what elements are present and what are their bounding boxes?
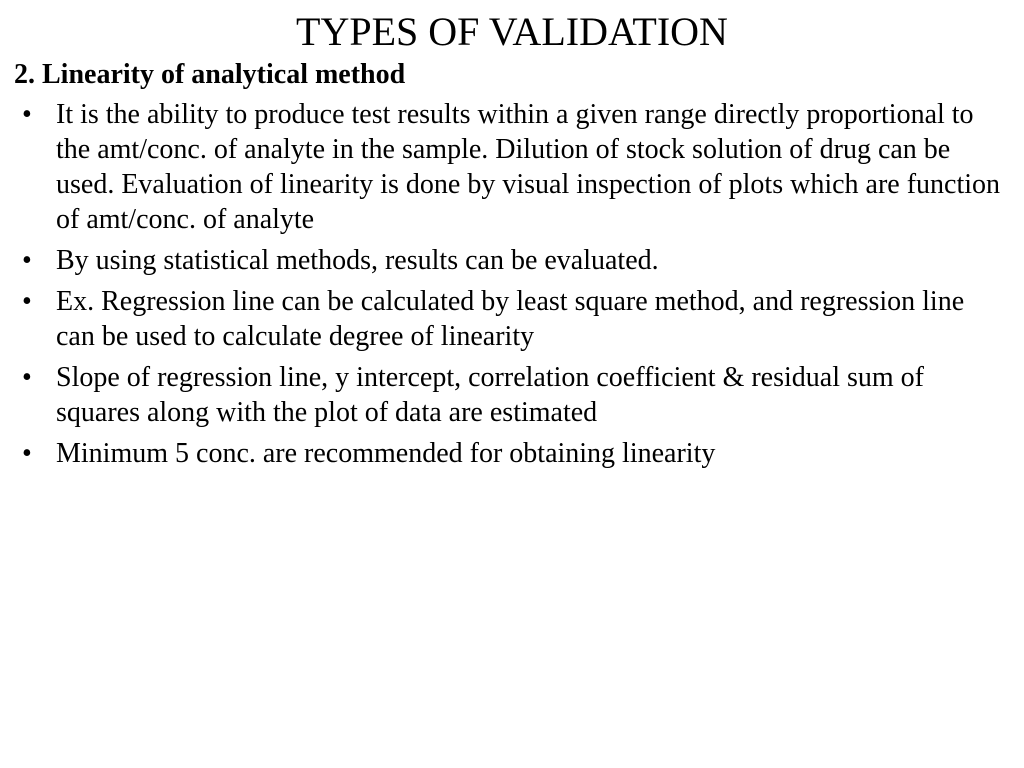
bullet-item: Minimum 5 conc. are recommended for obta…	[22, 436, 1004, 471]
slide-subtitle: 2. Linearity of analytical method	[0, 59, 1024, 91]
slide-title: TYPES OF VALIDATION	[0, 8, 1024, 55]
bullet-item: By using statistical methods, results ca…	[22, 243, 1004, 278]
bullet-list: It is the ability to produce test result…	[0, 97, 1024, 471]
bullet-item: Ex. Regression line can be calculated by…	[22, 284, 1004, 354]
bullet-item: It is the ability to produce test result…	[22, 97, 1004, 237]
slide-container: TYPES OF VALIDATION 2. Linearity of anal…	[0, 0, 1024, 768]
bullet-item: Slope of regression line, y intercept, c…	[22, 360, 1004, 430]
